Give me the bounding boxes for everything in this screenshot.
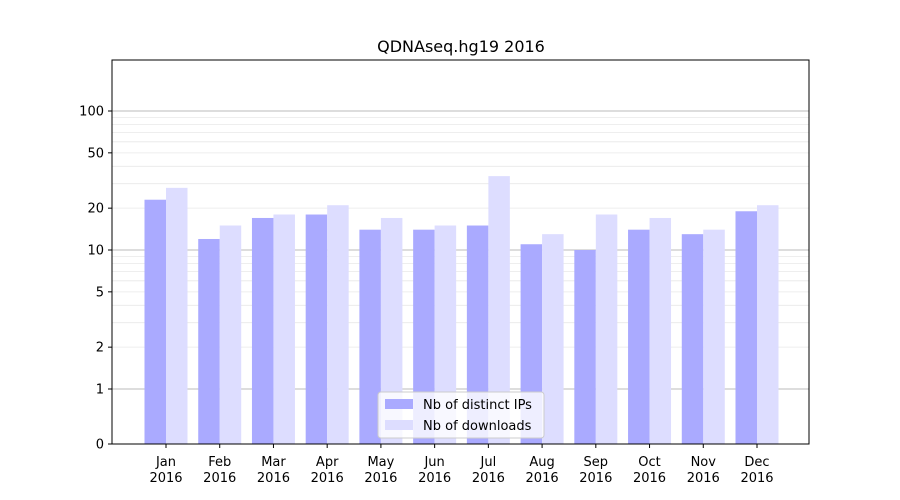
x-tick-label-month: May [367,455,394,470]
x-tick-label-month: Jan [155,455,176,470]
x-tick-label-month: Feb [208,455,231,470]
bar-downloads [488,176,510,444]
x-tick-label-year: 2016 [364,471,397,486]
x-tick-label-month: Mar [261,455,286,470]
bar-distinct-ips [305,214,328,444]
legend-swatch [385,420,413,430]
x-tick-label-month: Aug [529,455,554,470]
x-tick-label-year: 2016 [633,471,666,486]
bar-downloads [219,225,242,444]
bar-downloads [757,205,779,444]
y-tick-label: 50 [87,146,104,161]
legend-label: Nb of distinct IPs [423,398,532,413]
y-tick-label: 10 [87,244,104,259]
y-tick-label: 100 [79,105,104,120]
bar-downloads [595,214,618,444]
legend-label: Nb of downloads [423,419,532,434]
bar-downloads [649,217,672,444]
bar-downloads [542,234,564,444]
bar-downloads [434,225,457,444]
y-tick-label: 1 [96,383,104,398]
bar-distinct-ips [735,211,757,444]
x-tick-label-month: Jun [423,455,444,470]
x-tick-label-month: Sep [584,455,609,470]
x-tick-label-year: 2016 [203,471,236,486]
bar-distinct-ips [574,250,596,444]
x-tick-label-month: Dec [744,455,769,470]
x-tick-label-year: 2016 [687,471,720,486]
x-tick-label-month: Oct [638,455,660,470]
y-tick-label: 0 [96,438,104,453]
x-tick-label-year: 2016 [257,471,290,486]
bar-distinct-ips [681,234,704,444]
bar-downloads [327,205,349,444]
legend-box [377,391,545,439]
bar-distinct-ips [144,199,166,444]
bar-distinct-ips [413,229,435,444]
bar-distinct-ips [198,238,220,444]
x-tick-label-year: 2016 [472,471,505,486]
y-tick-label: 20 [87,202,104,217]
x-tick-label-month: Apr [316,455,339,470]
x-tick-label-year: 2016 [311,471,344,486]
bar-downloads [380,217,403,444]
bar-downloads [166,187,188,444]
bar-downloads [703,229,725,444]
plot-frame [111,59,810,445]
y-tick-label: 5 [96,285,104,300]
bar-distinct-ips [628,229,650,444]
y-tick-label: 2 [96,341,104,356]
x-tick-label-month: Jul [480,455,497,470]
x-tick-label-year: 2016 [149,471,182,486]
legend-swatch [385,399,413,409]
chart-title: QDNAseq.hg19 2016 [377,37,545,56]
legend: Nb of distinct IPs Nb of downloads [377,391,545,439]
x-tick-label-month: Nov [691,455,717,470]
bar-distinct-ips [466,225,489,444]
bar-downloads [273,214,295,444]
x-tick-label-year: 2016 [418,471,451,486]
bar-distinct-ips [251,217,274,444]
x-tick-label-year: 2016 [526,471,559,486]
x-tick-label-year: 2016 [579,471,612,486]
x-tick-label-year: 2016 [740,471,773,486]
bar-distinct-ips [359,229,381,444]
